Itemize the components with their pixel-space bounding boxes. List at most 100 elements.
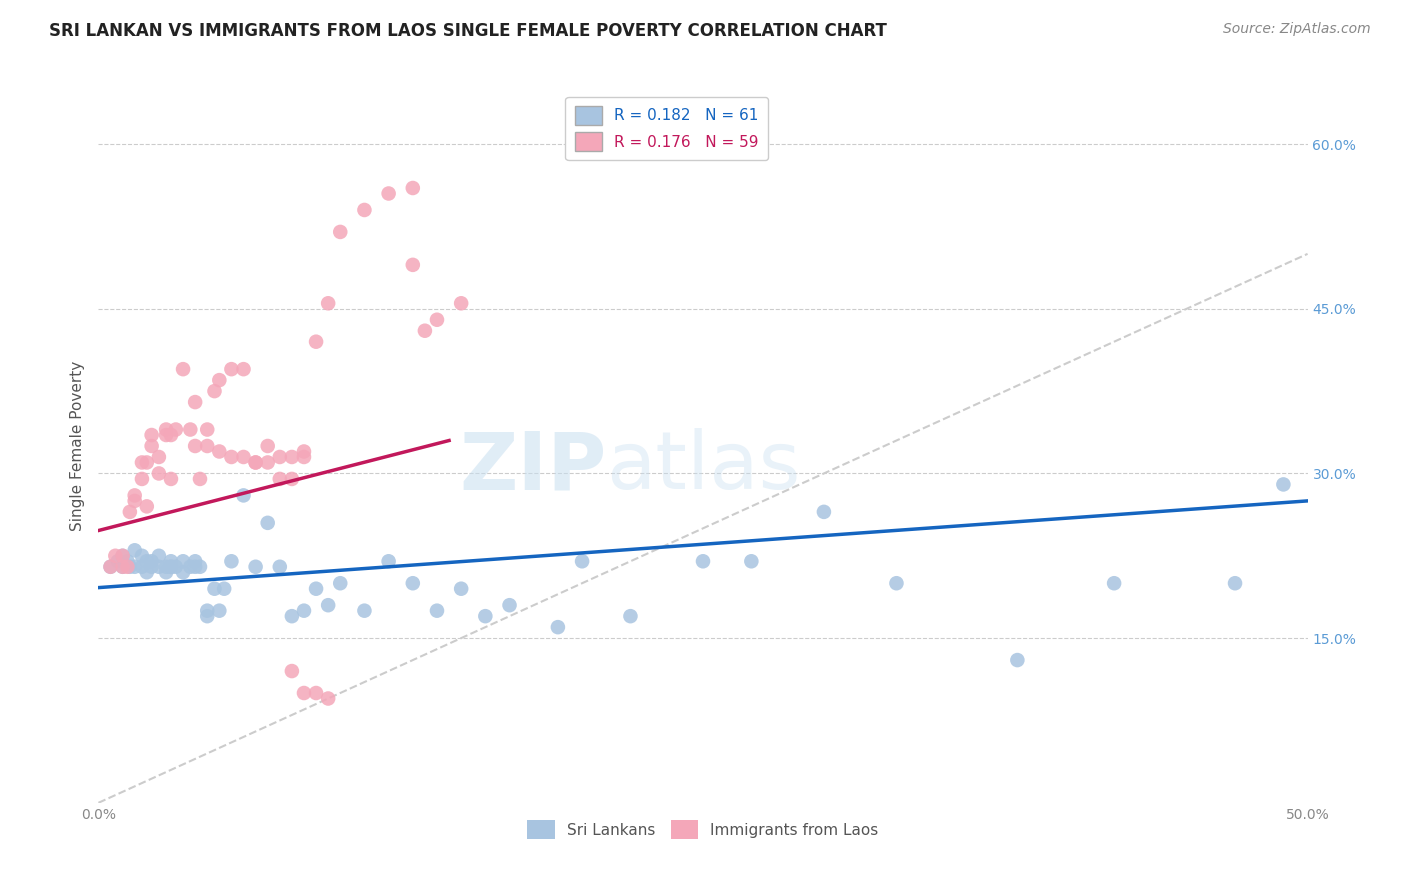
Point bbox=[124, 488, 146, 502]
Point bbox=[141, 554, 163, 568]
Point bbox=[426, 604, 449, 618]
Point bbox=[692, 554, 714, 568]
Point bbox=[377, 186, 399, 201]
Point bbox=[204, 384, 226, 398]
Point bbox=[155, 559, 177, 574]
Point bbox=[148, 549, 170, 563]
Point bbox=[305, 582, 328, 596]
Legend: Sri Lankans, Immigrants from Laos: Sri Lankans, Immigrants from Laos bbox=[522, 814, 884, 845]
Point bbox=[195, 439, 218, 453]
Point bbox=[100, 559, 122, 574]
Point bbox=[281, 450, 304, 464]
Point bbox=[135, 455, 157, 469]
Point bbox=[111, 549, 134, 563]
Point bbox=[104, 549, 127, 563]
Point bbox=[1007, 653, 1029, 667]
Point bbox=[281, 472, 304, 486]
Point bbox=[131, 559, 153, 574]
Point bbox=[208, 604, 231, 618]
Point bbox=[208, 373, 231, 387]
Point bbox=[155, 423, 177, 437]
Point bbox=[450, 582, 472, 596]
Point bbox=[141, 428, 163, 442]
Point bbox=[256, 516, 278, 530]
Point bbox=[740, 554, 762, 568]
Point bbox=[232, 362, 254, 376]
Point bbox=[813, 505, 835, 519]
Point bbox=[245, 455, 267, 469]
Point bbox=[165, 423, 187, 437]
Text: atlas: atlas bbox=[606, 428, 800, 507]
Point bbox=[172, 566, 194, 580]
Point bbox=[426, 312, 449, 326]
Point bbox=[184, 395, 207, 409]
Point bbox=[292, 450, 315, 464]
Point bbox=[118, 505, 141, 519]
Point bbox=[474, 609, 496, 624]
Text: ZIP: ZIP bbox=[458, 428, 606, 507]
Point bbox=[160, 554, 183, 568]
Point bbox=[377, 554, 399, 568]
Point bbox=[1223, 576, 1246, 591]
Point bbox=[316, 691, 339, 706]
Point bbox=[329, 225, 352, 239]
Point bbox=[135, 554, 157, 568]
Point bbox=[402, 576, 425, 591]
Point bbox=[329, 576, 352, 591]
Point bbox=[305, 334, 328, 349]
Point bbox=[353, 604, 375, 618]
Point bbox=[195, 604, 218, 618]
Point bbox=[179, 559, 201, 574]
Point bbox=[141, 559, 163, 574]
Point bbox=[402, 258, 425, 272]
Point bbox=[111, 559, 134, 574]
Point bbox=[117, 554, 139, 568]
Point bbox=[245, 455, 267, 469]
Point bbox=[269, 472, 291, 486]
Point bbox=[135, 500, 157, 514]
Point bbox=[131, 549, 153, 563]
Point bbox=[316, 598, 339, 612]
Point bbox=[195, 423, 218, 437]
Point bbox=[232, 488, 254, 502]
Point bbox=[107, 554, 129, 568]
Point bbox=[184, 554, 207, 568]
Point bbox=[188, 472, 211, 486]
Point bbox=[160, 559, 183, 574]
Text: SRI LANKAN VS IMMIGRANTS FROM LAOS SINGLE FEMALE POVERTY CORRELATION CHART: SRI LANKAN VS IMMIGRANTS FROM LAOS SINGL… bbox=[49, 22, 887, 40]
Point bbox=[619, 609, 641, 624]
Point bbox=[353, 202, 375, 217]
Point bbox=[179, 423, 201, 437]
Point bbox=[124, 543, 146, 558]
Point bbox=[316, 296, 339, 310]
Point bbox=[292, 604, 315, 618]
Point bbox=[221, 362, 243, 376]
Point bbox=[124, 559, 146, 574]
Point bbox=[131, 472, 153, 486]
Point bbox=[118, 559, 141, 574]
Point bbox=[208, 444, 231, 458]
Point bbox=[256, 439, 278, 453]
Point bbox=[281, 664, 304, 678]
Y-axis label: Single Female Poverty: Single Female Poverty bbox=[69, 361, 84, 531]
Point bbox=[148, 559, 170, 574]
Point bbox=[172, 362, 194, 376]
Point bbox=[160, 559, 183, 574]
Point bbox=[160, 428, 183, 442]
Point bbox=[184, 439, 207, 453]
Point bbox=[148, 450, 170, 464]
Point bbox=[571, 554, 593, 568]
Point bbox=[184, 559, 207, 574]
Point bbox=[111, 559, 134, 574]
Point bbox=[155, 566, 177, 580]
Point bbox=[135, 566, 157, 580]
Point bbox=[172, 554, 194, 568]
Point bbox=[232, 450, 254, 464]
Point bbox=[148, 467, 170, 481]
Point bbox=[155, 428, 177, 442]
Point bbox=[165, 559, 187, 574]
Point bbox=[547, 620, 569, 634]
Point bbox=[188, 559, 211, 574]
Point bbox=[141, 439, 163, 453]
Point bbox=[117, 559, 139, 574]
